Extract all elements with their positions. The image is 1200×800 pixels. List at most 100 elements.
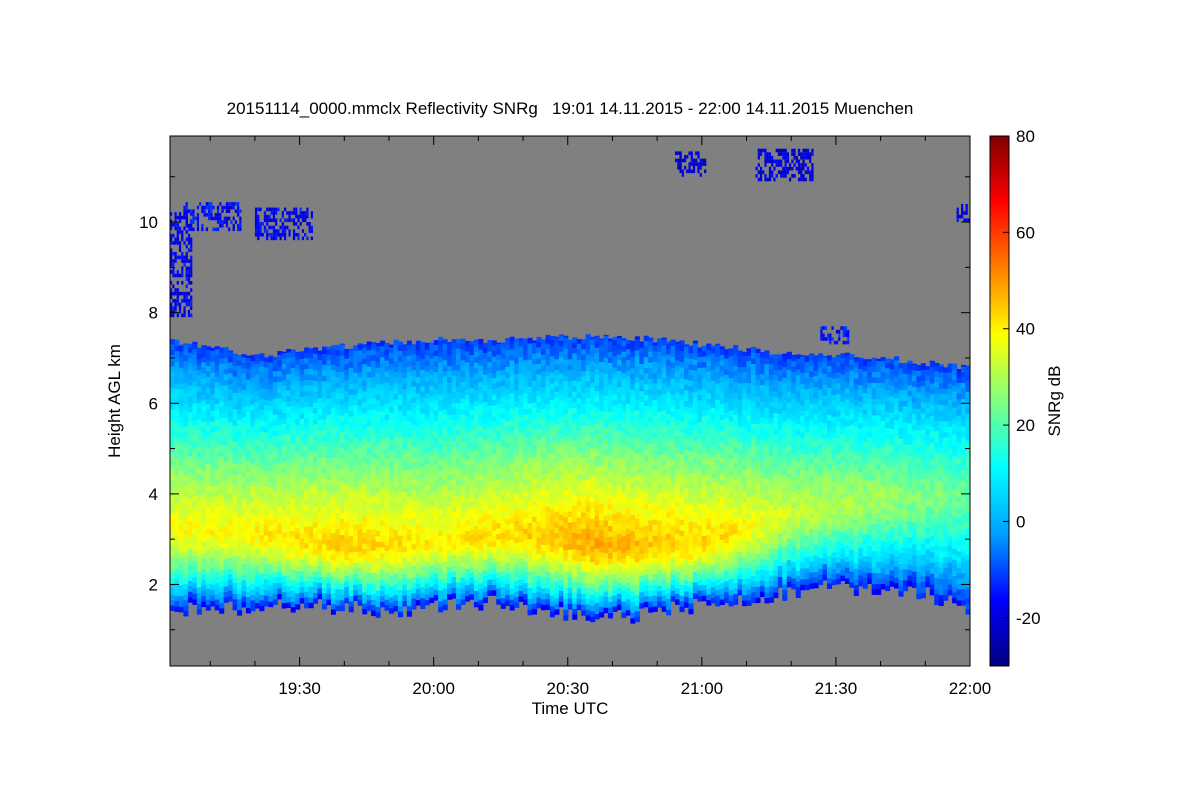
- reflectivity-cell: [192, 555, 198, 562]
- reflectivity-cell: [290, 590, 296, 597]
- reflectivity-cell: [232, 522, 238, 529]
- reflectivity-cell: [366, 341, 372, 345]
- reflectivity-cell: [366, 436, 372, 443]
- reflectivity-cell: [487, 410, 493, 417]
- reflectivity-cell: [304, 444, 310, 451]
- reflectivity-cell: [594, 455, 600, 462]
- reflectivity-cell: [348, 410, 354, 417]
- reflectivity-cell: [482, 504, 488, 511]
- reflectivity-cell: [603, 509, 609, 516]
- reflectivity-cell: [290, 351, 296, 358]
- reflectivity-cell: [603, 487, 609, 494]
- reflectivity-cell: [406, 480, 412, 487]
- reflectivity-cell: [603, 525, 609, 532]
- reflectivity-cell: [603, 607, 609, 614]
- reflectivity-cell: [201, 541, 207, 548]
- reflectivity-cell: [518, 568, 524, 575]
- reflectivity-cell: [397, 600, 403, 607]
- reflectivity-cell: [232, 386, 238, 393]
- reflectivity-cell: [232, 593, 238, 600]
- reflectivity-cell: [380, 530, 386, 537]
- reflectivity-cell: [393, 507, 399, 514]
- reflectivity-cell: [612, 540, 618, 547]
- reflectivity-cell: [415, 512, 421, 519]
- reflectivity-cell: [607, 394, 614, 401]
- reflectivity-cell: [326, 501, 332, 508]
- reflectivity-cell: [326, 457, 332, 464]
- reflectivity-cell: [245, 531, 252, 538]
- reflectivity-cell: [451, 375, 457, 382]
- reflectivity-cell: [585, 571, 591, 578]
- reflectivity-cell: [192, 441, 198, 448]
- reflectivity-cell: [317, 430, 323, 437]
- reflectivity-cell: [420, 603, 426, 610]
- reflectivity-cell: [357, 349, 363, 356]
- reflectivity-cell: [496, 451, 502, 458]
- reflectivity-cell: [317, 354, 323, 361]
- reflectivity-cell: [245, 427, 252, 434]
- reflectivity-cell: [277, 522, 283, 529]
- reflectivity-cell: [397, 589, 403, 596]
- reflectivity-cell: [348, 367, 354, 374]
- reflectivity-cell: [536, 493, 542, 500]
- reflectivity-cell: [210, 535, 216, 542]
- reflectivity-cell: [196, 483, 202, 490]
- reflectivity-cell: [482, 401, 488, 408]
- reflectivity-cell: [201, 356, 207, 363]
- reflectivity-cell: [308, 482, 314, 489]
- reflectivity-cell: [397, 458, 403, 465]
- reflectivity-cell: [339, 360, 345, 367]
- reflectivity-cell: [245, 355, 252, 358]
- reflectivity-cell: [478, 365, 484, 372]
- reflectivity-cell: [603, 574, 609, 581]
- reflectivity-cell: [192, 598, 198, 605]
- reflectivity-cell: [321, 429, 328, 436]
- reflectivity-cell: [411, 353, 417, 360]
- reflectivity-cell: [464, 579, 471, 586]
- reflectivity-cell: [576, 468, 582, 475]
- reflectivity-cell: [178, 416, 185, 423]
- reflectivity-cell: [348, 595, 354, 602]
- reflectivity-cell: [183, 425, 189, 432]
- reflectivity-cell: [505, 572, 511, 579]
- reflectivity-cell: [268, 410, 274, 417]
- reflectivity-cell: [424, 414, 430, 421]
- reflectivity-cell: [272, 408, 278, 415]
- reflectivity-cell: [254, 439, 260, 446]
- reflectivity-cell: [567, 413, 573, 420]
- reflectivity-cell: [590, 453, 596, 460]
- reflectivity-cell: [330, 375, 336, 382]
- reflectivity-cell: [621, 552, 627, 559]
- reflectivity-cell: [232, 424, 238, 431]
- reflectivity-cell: [456, 408, 462, 415]
- reflectivity-cell: [237, 441, 243, 448]
- reflectivity-cell: [540, 490, 547, 497]
- reflectivity-cell: [581, 555, 587, 562]
- reflectivity-cell: [277, 370, 283, 377]
- reflectivity-cell: [272, 452, 278, 459]
- reflectivity-cell: [183, 556, 189, 563]
- reflectivity-cell: [388, 422, 395, 429]
- reflectivity-cell: [397, 529, 403, 536]
- reflectivity-cell: [237, 451, 243, 459]
- reflectivity-cell: [406, 502, 412, 509]
- reflectivity-cell: [205, 370, 211, 377]
- reflectivity-cell: [330, 505, 336, 512]
- reflectivity-cell: [281, 488, 287, 495]
- reflectivity-cell: [250, 393, 256, 400]
- reflectivity-cell: [540, 462, 547, 469]
- reflectivity-cell: [514, 411, 520, 418]
- reflectivity-cell: [607, 389, 614, 396]
- reflectivity-cell: [330, 603, 336, 610]
- reflectivity-cell: [545, 348, 551, 355]
- reflectivity-cell: [170, 392, 176, 399]
- reflectivity-cell: [527, 413, 533, 420]
- reflectivity-cell: [411, 364, 417, 371]
- reflectivity-cell: [554, 364, 560, 371]
- reflectivity-cell: [299, 483, 305, 490]
- reflectivity-cell: [585, 527, 591, 534]
- reflectivity-cell: [366, 447, 372, 454]
- reflectivity-cell: [326, 555, 332, 562]
- reflectivity-cell: [603, 563, 609, 570]
- reflectivity-cell: [223, 564, 229, 571]
